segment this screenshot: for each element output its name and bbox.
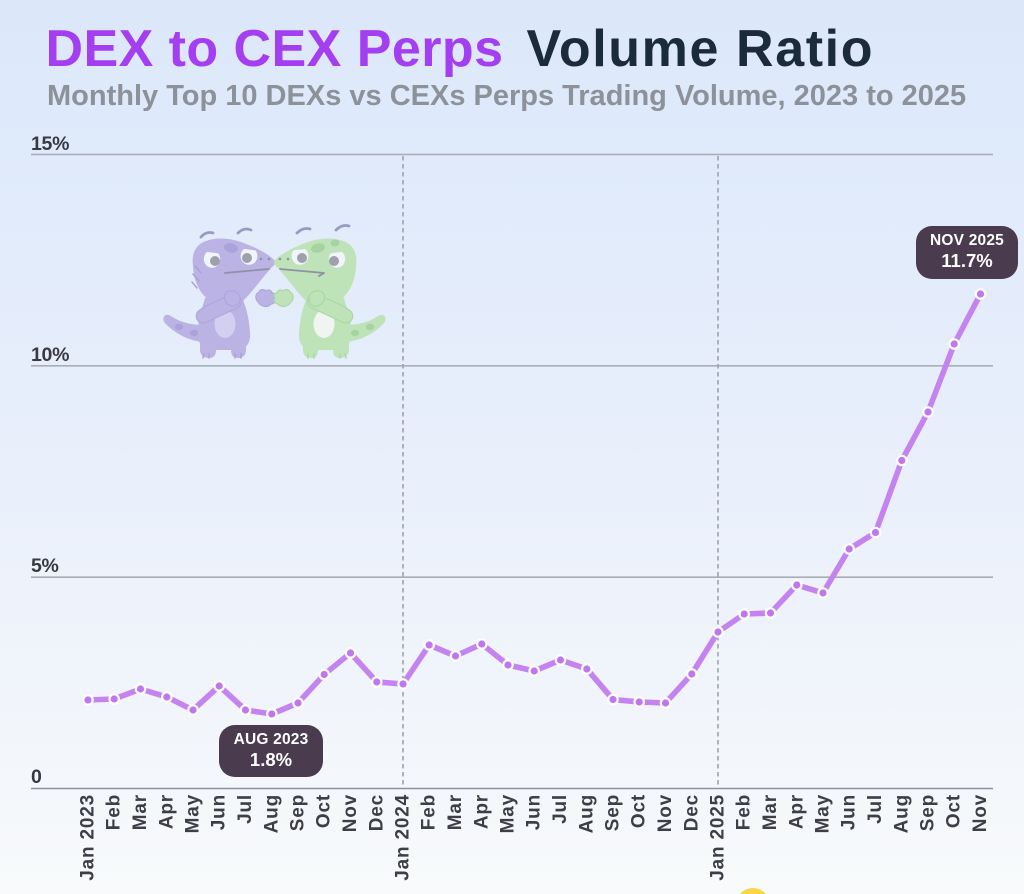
svg-text:Jan 2025: Jan 2025 <box>708 794 729 881</box>
svg-text:Jun: Jun <box>839 794 860 830</box>
svg-text:May: May <box>813 794 834 833</box>
svg-text:Oct: Oct <box>314 794 335 828</box>
svg-text:Mar: Mar <box>760 794 781 830</box>
svg-text:10%: 10% <box>31 344 69 366</box>
svg-text:Sep: Sep <box>288 794 309 831</box>
svg-text:May: May <box>498 794 519 833</box>
svg-text:Oct: Oct <box>944 794 965 828</box>
svg-text:Jul: Jul <box>235 794 256 824</box>
svg-text:Sep: Sep <box>603 794 624 831</box>
svg-text:Sep: Sep <box>918 794 939 831</box>
svg-text:Jun: Jun <box>209 794 230 830</box>
svg-text:Apr: Apr <box>786 794 807 829</box>
svg-text:Jun: Jun <box>524 794 545 830</box>
svg-text:Mar: Mar <box>445 794 466 830</box>
svg-text:Aug: Aug <box>576 794 597 833</box>
svg-text:Dec: Dec <box>681 794 702 831</box>
svg-text:Nov: Nov <box>970 794 991 832</box>
svg-text:May: May <box>183 794 204 833</box>
svg-text:Jul: Jul <box>550 794 571 824</box>
svg-text:Apr: Apr <box>156 794 177 829</box>
svg-text:Aug: Aug <box>891 794 912 833</box>
svg-text:0: 0 <box>31 766 42 788</box>
svg-text:5%: 5% <box>31 555 59 577</box>
svg-text:Apr: Apr <box>471 794 492 829</box>
svg-text:Feb: Feb <box>419 794 440 830</box>
svg-text:Feb: Feb <box>734 794 755 830</box>
svg-text:Dec: Dec <box>366 794 387 831</box>
svg-text:Jan 2024: Jan 2024 <box>393 794 414 881</box>
svg-text:Oct: Oct <box>629 794 650 828</box>
svg-text:15%: 15% <box>31 133 69 155</box>
svg-text:Jan 2023: Jan 2023 <box>78 794 99 881</box>
svg-text:Feb: Feb <box>104 794 125 830</box>
svg-text:Mar: Mar <box>130 794 151 830</box>
svg-text:Aug: Aug <box>261 794 282 833</box>
svg-text:Nov: Nov <box>340 794 361 832</box>
svg-text:Nov: Nov <box>655 794 676 832</box>
svg-text:Jul: Jul <box>865 794 886 824</box>
